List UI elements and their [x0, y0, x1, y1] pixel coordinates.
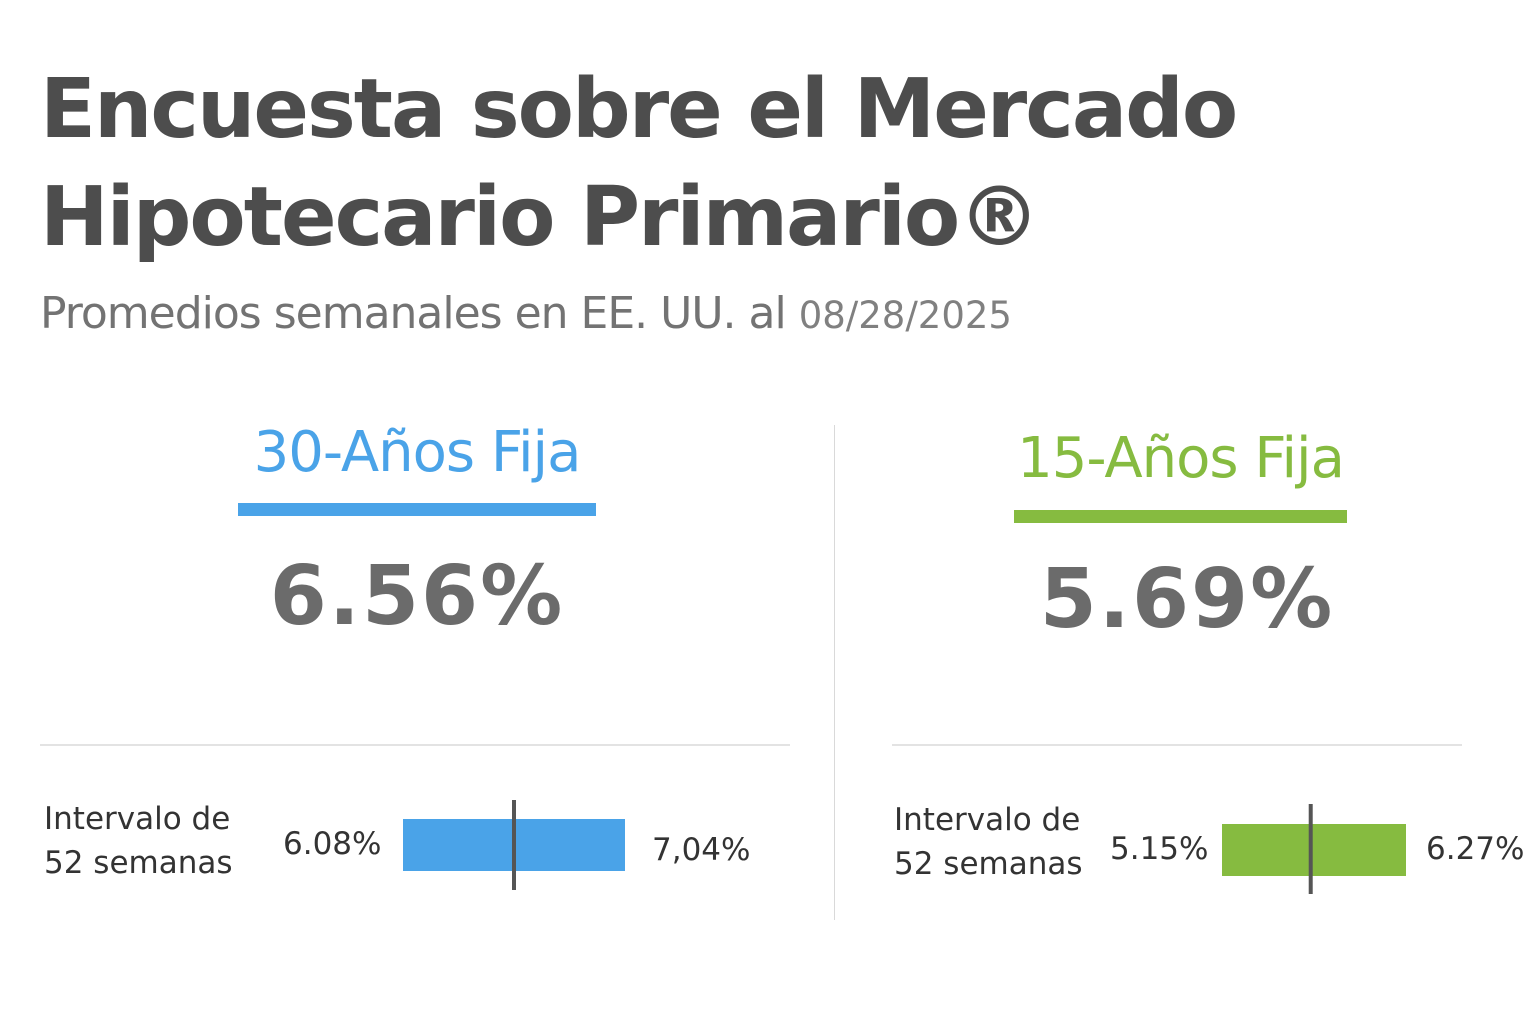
panel-15-year-rate: 5.69% — [1039, 552, 1335, 647]
range-label-line-2: 52 semanas — [44, 845, 233, 881]
survey-date: 08/28/2025 — [798, 294, 1012, 337]
title-line-1: Encuesta sobre el Mercado — [40, 62, 1238, 157]
panel-divider — [834, 425, 835, 920]
panel-15-year-label: 15-Años Fija — [1017, 426, 1345, 491]
range-label-line-2: 52 semanas — [894, 846, 1083, 882]
panel-30-year-rate: 6.56% — [269, 549, 565, 644]
panel-30-year-range-label: Intervalo de 52 semanas — [44, 797, 233, 885]
panel-15-year-range-bar — [1222, 804, 1406, 894]
panel-15-year-range-low: 5.15% — [1110, 831, 1209, 867]
panel-30-year-range-low: 6.08% — [283, 826, 382, 862]
page-subtitle: Promedios semanales en EE. UU. al 08/28/… — [40, 284, 1012, 346]
panel-30-year-range-bar — [403, 800, 625, 890]
range-label-line-1: Intervalo de — [894, 802, 1081, 838]
panel-30-year-range-high: 7,04% — [652, 832, 751, 868]
panel-15-year-range-high: 6.27% — [1426, 831, 1525, 867]
subtitle-text: Promedios semanales en EE. UU. al — [40, 288, 787, 339]
panel-30-year-label: 30-Años Fija — [253, 420, 582, 485]
page-title: Encuesta sobre el Mercado Hipotecario Pr… — [40, 56, 1340, 272]
panel-30-year-underline — [238, 503, 596, 516]
panel-15-year-separator — [892, 744, 1462, 746]
range-label-line-1: Intervalo de — [44, 801, 231, 837]
range-bar-fill — [1222, 824, 1406, 876]
title-line-2: Hipotecario Primario® — [40, 170, 1040, 265]
panel-15-year-underline — [1014, 510, 1347, 523]
panel-30-year-separator — [40, 744, 790, 746]
panel-15-year-range-label: Intervalo de 52 semanas — [894, 798, 1083, 886]
